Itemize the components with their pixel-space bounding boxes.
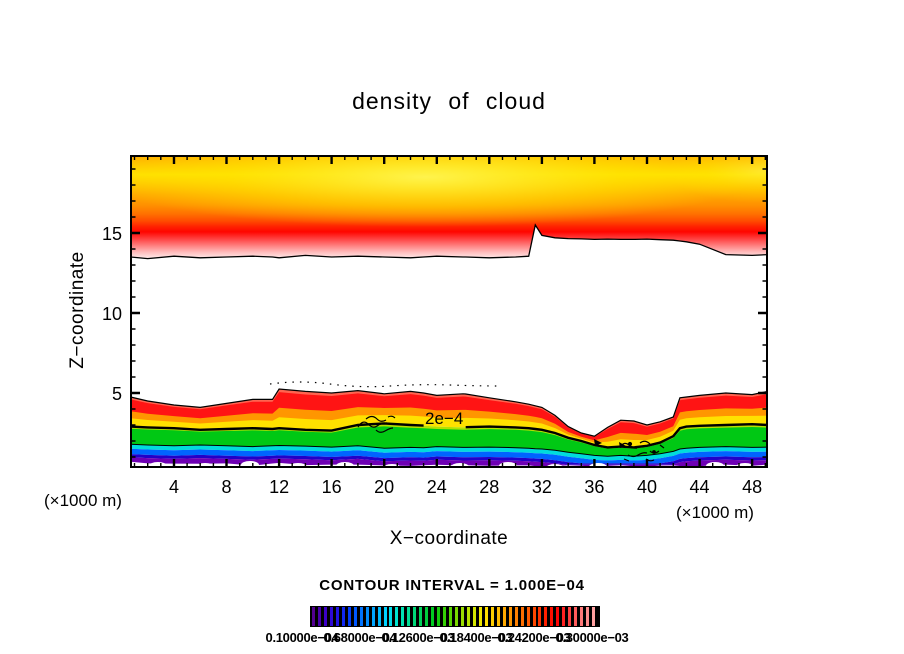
colorbar-strip [323, 607, 327, 626]
colorbar-strip [389, 607, 393, 626]
colorbar-strip [484, 607, 488, 626]
contour-1e4-line [130, 388, 768, 437]
colorbar [310, 606, 600, 627]
upper-cloud-yellow-core [130, 155, 768, 227]
colorbar-strip [586, 607, 590, 626]
colorbar-strip [401, 607, 405, 626]
colorbar-strip [455, 607, 459, 626]
lower-band-layer [130, 392, 768, 441]
colorbar-strip [329, 607, 333, 626]
colorbar-strip [359, 607, 363, 626]
colorbar-strip [312, 607, 315, 626]
colorbar-strip [520, 607, 524, 626]
x-tick-label: 28 [479, 477, 500, 497]
contour-interval-note: CONTOUR INTERVAL = 1.000E−04 [319, 577, 585, 594]
colorbar-strip [383, 607, 387, 626]
upper-band-contour-line [130, 223, 768, 260]
colorbar-strip [407, 607, 411, 626]
colorbar-tick-label: 0.68000e−04 [323, 630, 397, 645]
colorbar-strip [472, 607, 476, 626]
x-tick-label: 36 [584, 477, 605, 497]
colorbar-strip [413, 607, 417, 626]
y-tick-label: 10 [101, 304, 122, 324]
colorbar-strip [496, 607, 500, 626]
y-axis-unit-label: (×1000 m) [44, 491, 122, 510]
lower-band-layer [130, 448, 768, 464]
colorbar-strip [449, 607, 453, 626]
plot-border [130, 155, 768, 468]
colorbar-strip [437, 607, 441, 626]
contour-3e4-line [130, 443, 768, 457]
colorbar-tick-label: 0.12600e−03 [381, 630, 455, 645]
colorbar-strip [395, 607, 399, 626]
colorbar-strip [419, 607, 423, 626]
colorbar-strip [526, 607, 530, 626]
colorbar-strip [508, 607, 512, 626]
colorbar-strip [466, 607, 470, 626]
axis-ticks [131, 156, 767, 467]
colorbar-strip [317, 607, 321, 626]
x-axis-label: X−coordinate [389, 528, 509, 549]
x-tick-label: 12 [269, 477, 290, 497]
colorbar-strip [443, 607, 447, 626]
colorbar-strip [425, 607, 429, 626]
dotted-contour-fragments [269, 381, 501, 388]
colorbar-strip [347, 607, 351, 626]
colorbar-strip [592, 607, 596, 626]
colorbar-strip [478, 607, 482, 626]
colorbar-strip [538, 607, 542, 626]
colorbar-strip [550, 607, 554, 626]
colorbar-tick-label: 0.30000e−03 [555, 630, 629, 645]
x-axis-unit-label: (×1000 m) [676, 503, 754, 522]
colorbar-strip [574, 607, 578, 626]
x-tick-label: 4 [168, 477, 179, 497]
contour-label: 2e−4 [425, 409, 463, 428]
y-tick-label: 15 [101, 224, 122, 244]
x-tick-label: 40 [636, 477, 658, 497]
colorbar-tick-label: 0.18400e−03 [439, 630, 513, 645]
colorbar-strip [568, 607, 572, 626]
lower-band-layer [130, 407, 768, 443]
colorbar-tick-label: 0.24200e−03 [497, 630, 571, 645]
lower-band-layer [130, 457, 768, 467]
plot-area: 2e−4 [130, 155, 768, 468]
colorbar-strip [532, 607, 536, 626]
x-tick-label: 48 [742, 477, 763, 497]
colorbar-strip [490, 607, 494, 626]
colorbar-strip [335, 607, 339, 626]
colorbar-strip [371, 607, 375, 626]
colorbar-strip [377, 607, 381, 626]
colorbar-strip [502, 607, 506, 626]
x-tick-label: 32 [531, 477, 552, 497]
contour-2e4-line [465, 422, 768, 449]
closed-contour-marks [594, 439, 656, 454]
colorbar-strip [514, 607, 518, 626]
lower-band-layer [130, 426, 768, 457]
x-tick-label: 8 [221, 477, 232, 497]
x-tick-label: 44 [689, 477, 710, 497]
contour-2e4-line [130, 422, 424, 432]
colorbar-strip [353, 607, 357, 626]
lower-band-layer [130, 415, 768, 448]
colorbar-strip [341, 607, 345, 626]
colorbar-tick-label: 0.10000e−04 [265, 630, 339, 645]
colorbar-strip [365, 607, 369, 626]
x-tick-label: 16 [321, 477, 342, 497]
x-tick-label: 24 [426, 477, 447, 497]
colorbar-strip [544, 607, 548, 626]
x-tick-label: 20 [374, 477, 395, 497]
y-tick-label: 5 [111, 384, 122, 404]
colorbar-strip [562, 607, 566, 626]
lower-band-layer [130, 454, 768, 465]
colorbar-strip [556, 607, 560, 626]
colorbar-strip [461, 607, 464, 626]
axis-minor-ticks [131, 156, 767, 467]
colorbar-strip [431, 607, 435, 626]
colorbar-strip [580, 607, 584, 626]
chart-title: density of cloud [352, 88, 546, 114]
